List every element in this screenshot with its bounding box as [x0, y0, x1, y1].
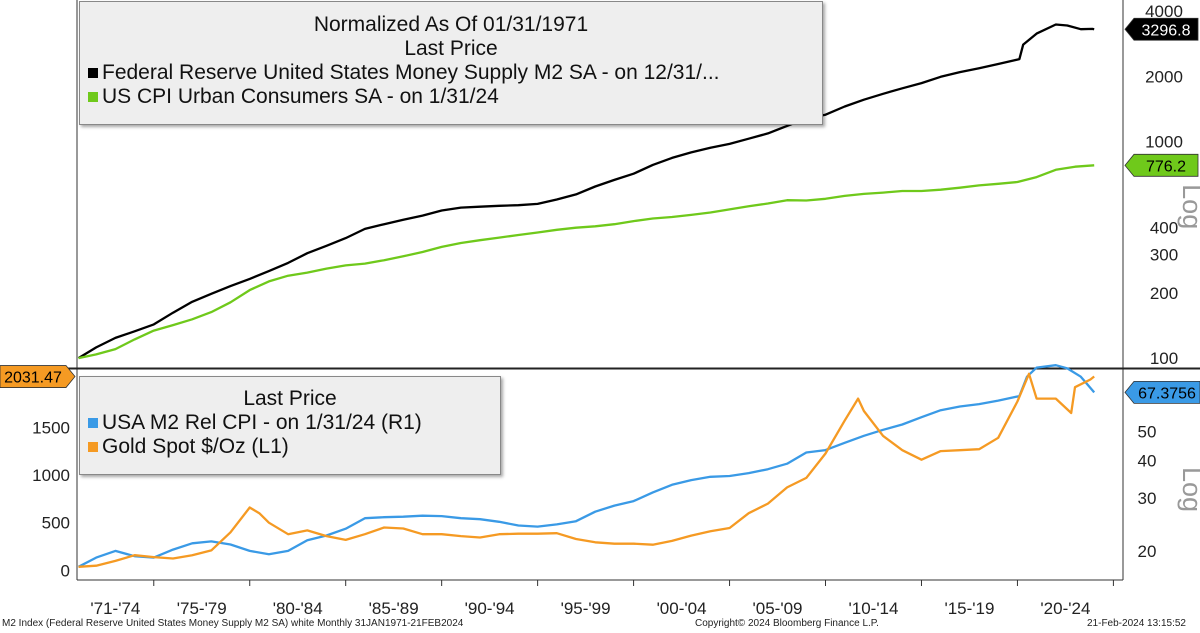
x-tick-label: '95-'99	[561, 599, 611, 618]
x-tick-label: '20-'24	[1040, 599, 1090, 618]
top-legend: Normalized As Of 01/31/1971 Last Price F…	[79, 1, 823, 125]
bottom-legend-subtitle: Last Price	[243, 387, 337, 410]
x-tick-label: '00-'04	[657, 599, 707, 618]
top-log-axis-label: Log	[1177, 184, 1200, 229]
legend-m2-label: Federal Reserve United States Money Supp…	[102, 61, 720, 84]
m2-line	[77, 23, 1095, 360]
top-y-tick-label: 300	[1150, 246, 1178, 265]
m2-last-value-tag: 3296.8	[1142, 22, 1191, 39]
legend-gold-label: Gold Spot $/Oz (L1)	[102, 435, 289, 458]
value-tags: 3296.8 776.2 67.3756 2031.47	[0, 17, 1200, 404]
top-y-tick-label: 400	[1150, 219, 1178, 238]
m2-rel-cpi-swatch-icon	[88, 418, 98, 428]
legend-item-m2-rel-cpi: USA M2 Rel CPI - on 1/31/24 (R1)	[80, 411, 500, 435]
x-tick-label: '80-'84	[273, 599, 323, 618]
top-y-tick-label: 2000	[1145, 67, 1183, 86]
series-lines	[77, 23, 1096, 568]
top-y-tick-label: 200	[1150, 284, 1178, 303]
footer-center: Copyright© 2024 Bloomberg Finance L.P.	[695, 618, 879, 629]
right-y-tick-label: 20	[1138, 542, 1157, 561]
left-y-tick-label: 0	[61, 561, 70, 580]
cpi-line	[78, 164, 1095, 360]
footer-right: 21-Feb-2024 13:15:52	[1087, 618, 1186, 629]
x-tick-label: '15-'19	[944, 599, 994, 618]
m2-rel-cpi-last-value-tag: 67.3756	[1138, 385, 1196, 402]
gold-last-value-tag-shape	[0, 365, 76, 388]
top-legend-subtitle: Last Price	[404, 37, 498, 60]
tick-labels: '71-'74 '75-'79 '80-'84 '85-'89 '90-'94 '95-'…	[32, 2, 1200, 618]
bottom-legend: Last Price USA M2 Rel CPI - on 1/31/24 (…	[79, 376, 501, 475]
x-tick-label: '71-'74	[90, 599, 140, 618]
m2-rel-cpi-last-value-tag-shape	[1124, 381, 1200, 404]
cpi-last-value-tag-shape	[1124, 153, 1199, 177]
right-y-tick-label: 50	[1138, 422, 1157, 441]
cpi-last-value-tag: 776.2	[1146, 158, 1186, 175]
right-y-tick-label: 40	[1138, 451, 1157, 470]
x-tick-label: '05-'09	[753, 599, 803, 618]
right-y-tick-label: 30	[1138, 489, 1157, 508]
x-tick-label: '10-'14	[849, 599, 899, 618]
left-y-tick-label: 1000	[32, 466, 70, 485]
left-y-tick-label: 500	[42, 514, 70, 533]
m2-rel-cpi-line	[77, 364, 1096, 568]
x-tick-label: '75-'79	[177, 599, 227, 618]
cpi-swatch-icon	[88, 92, 98, 102]
gold-line	[78, 372, 1095, 568]
top-y-tick-label: 100	[1150, 349, 1178, 368]
x-tick-label: '90-'94	[465, 599, 515, 618]
legend-m2-rel-cpi-label: USA M2 Rel CPI - on 1/31/24 (R1)	[102, 411, 422, 434]
bottom-log-axis-label: Log	[1177, 467, 1200, 512]
top-y-tick-label: 1000	[1145, 132, 1183, 151]
x-tick-label: '85-'89	[369, 599, 419, 618]
legend-item-m2: Federal Reserve United States Money Supp…	[80, 61, 822, 85]
footer-left: M2 Index (Federal Reserve United States …	[2, 618, 464, 629]
top-y-tick-label: 4000	[1145, 2, 1183, 21]
legend-item-gold: Gold Spot $/Oz (L1)	[80, 435, 500, 459]
left-y-tick-label: 1500	[32, 418, 70, 437]
legend-cpi-label: US CPI Urban Consumers SA - on 1/31/24	[102, 85, 499, 108]
top-legend-title: Normalized As Of 01/31/1971	[313, 13, 589, 36]
gold-last-value-tag: 2031.47	[4, 370, 62, 387]
m2-last-value-tag-shape	[1124, 17, 1199, 41]
gold-swatch-icon	[88, 442, 98, 452]
m2-swatch-icon	[88, 68, 98, 78]
legend-item-cpi: US CPI Urban Consumers SA - on 1/31/24	[80, 85, 822, 109]
